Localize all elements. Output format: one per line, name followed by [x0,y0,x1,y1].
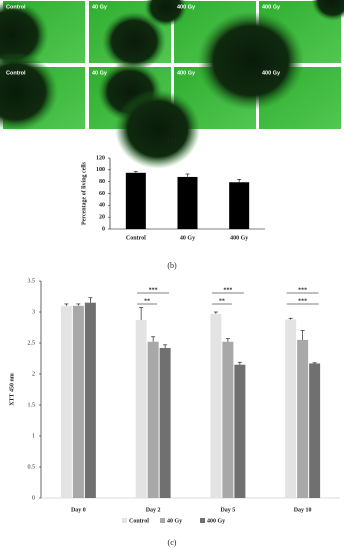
x-tick-label: 40 Gy [180,235,195,241]
bar [135,320,147,498]
legend-swatch [122,518,127,523]
bar [159,347,171,498]
dark-region [311,0,344,21]
y-tick-label: 0 [102,226,105,232]
bar [297,339,309,498]
legend-label: 40 Gy [167,518,182,524]
dark-region [102,11,167,72]
significance-label: *** [298,287,307,293]
image-label: 400 Gy [177,4,196,10]
image-label: Control [6,70,26,76]
y-tick-label: 60 [99,191,105,197]
bar [125,172,146,229]
legend-swatch [160,518,165,523]
dark-region [114,89,201,169]
bar [60,305,72,498]
dark-region [144,0,188,28]
x-tick-label: 400 Gy [230,235,248,241]
y-axis-label: Percentage of living cells [81,161,87,225]
dark-region [0,52,58,132]
bar [210,313,222,498]
x-tick-label: Day 0 [71,507,86,513]
bar [309,363,321,498]
bar [72,305,84,498]
y-tick-label: 0 [32,495,35,501]
image-label: 400 Gy [262,4,281,10]
significance-label: ** [219,298,225,304]
y-tick-label: 40 [99,203,105,209]
image-label: 400 Gy [177,70,196,76]
y-tick-label: 0.5 [28,464,36,470]
bar [84,302,96,498]
significance-label: *** [149,287,158,293]
y-tick-label: 2 [32,371,35,377]
y-tick-label: 3 [32,309,35,315]
y-tick-label: 3.5 [28,278,36,284]
x-tick-label: Day 5 [220,507,235,513]
x-tick-label: Day 2 [146,507,161,513]
image-label: 400 Gy [262,70,281,76]
dark-region [197,11,305,111]
panel-label: (b) [167,261,177,270]
significance-label: ** [144,298,150,304]
bar [222,341,234,498]
bar [177,176,198,229]
panel-label: (c) [168,538,177,547]
bar [229,182,250,229]
panel-label: (a) [168,136,177,145]
image-label: Control [6,4,26,10]
y-tick-label: 100 [96,167,105,173]
image-label: 40 Gy [92,70,108,76]
legend-swatch [200,518,205,523]
legend-label: 400 Gy [207,518,225,524]
y-axis-label: XTT 450 nm [9,373,15,406]
y-tick-label: 1 [32,433,35,439]
significance-label: *** [298,298,307,304]
y-tick-label: 20 [99,215,105,221]
y-tick-label: 80 [99,179,105,185]
y-tick-label: 120 [96,155,105,161]
bar [234,364,246,498]
y-tick-label: 2.5 [28,340,36,346]
bar [285,319,297,498]
x-tick-label: Day 10 [294,507,312,513]
x-tick-label: Control [126,235,146,241]
legend-label: Control [129,518,149,524]
significance-label: *** [223,287,232,293]
bar [147,341,159,498]
image-label: 40 Gy [92,4,108,10]
y-tick-label: 1.5 [28,402,36,408]
